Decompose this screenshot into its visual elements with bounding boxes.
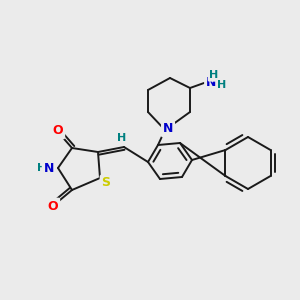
Text: O: O: [48, 200, 58, 212]
Text: N: N: [163, 122, 173, 136]
Text: H: H: [218, 80, 226, 90]
Text: O: O: [53, 124, 63, 137]
Text: N: N: [44, 161, 54, 175]
Text: N: N: [206, 76, 216, 88]
Text: H: H: [117, 133, 127, 143]
Text: S: S: [101, 176, 110, 190]
Text: H: H: [209, 70, 219, 80]
Text: H: H: [37, 163, 46, 173]
